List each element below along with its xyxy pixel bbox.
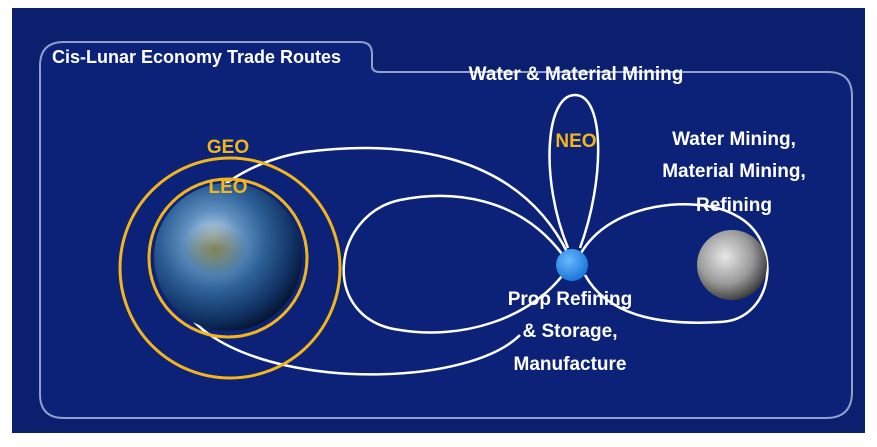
label: NEO <box>555 131 596 152</box>
label: Material Mining, <box>662 161 806 182</box>
label: Water & Material Mining <box>469 64 684 85</box>
moon <box>697 230 767 300</box>
title: Cis-Lunar Economy Trade Routes <box>52 47 341 67</box>
label: & Storage, <box>522 321 617 342</box>
diagram: Cis-Lunar Economy Trade Routes Water & M… <box>0 0 877 447</box>
hub <box>556 249 588 281</box>
label: GEO <box>207 137 249 158</box>
label: Refining <box>696 195 772 216</box>
earth-land <box>183 224 247 276</box>
label: Water Mining, <box>672 129 796 150</box>
label: Manufacture <box>514 354 627 375</box>
label: Prop Refining <box>508 289 633 310</box>
label: LEO <box>208 177 247 198</box>
